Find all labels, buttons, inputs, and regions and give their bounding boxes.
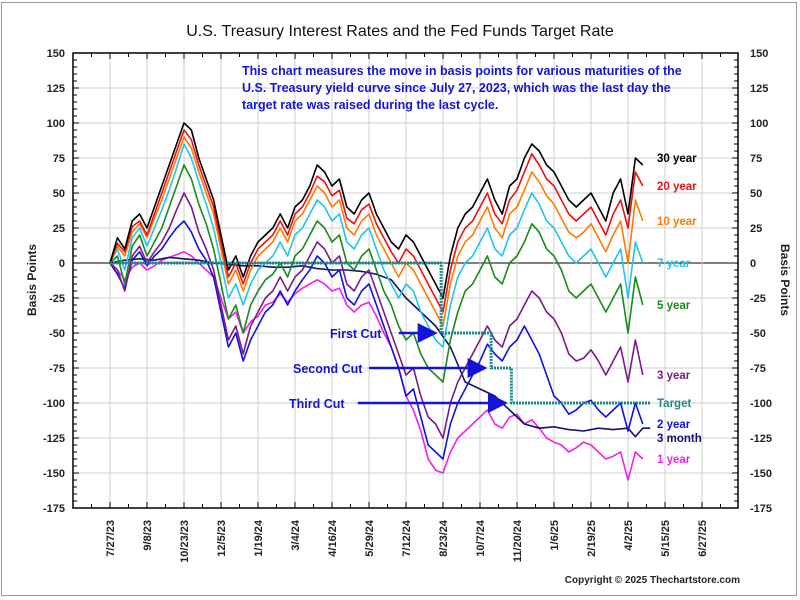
x-tick-label: 12/5/23 [216,520,228,557]
x-tick-label: 1/19/24 [253,519,265,557]
y-tick-label-right: 25 [750,223,762,235]
y-tick-label-right: 100 [750,118,768,130]
y-tick-label-right: 150 [750,48,768,60]
series-label-20-year: 20 year [657,181,697,193]
plot-border [72,52,739,509]
y-tick-label-right: -175 [750,503,772,515]
y-tick-label-left: -125 [43,433,65,445]
y-tick-label-left: -175 [43,503,65,515]
series-line-20-year [109,129,644,313]
y-tick-label-left: -75 [49,363,65,375]
x-tick-label: 1/6/25 [549,520,561,551]
cut-label: First Cut [330,327,382,341]
y-tick-label-left: 0 [59,258,65,270]
x-tick-label: 11/20/24 [512,519,524,562]
series-line-2-year [109,220,644,460]
y-axis-right: 150 125 100 75 50 25 0 -25 -50 -75 -100 -125 -150 -17… [732,48,772,515]
y-tick-label-left: 25 [53,223,65,235]
annotation-line: This chart measures the move in basis po… [242,64,682,78]
y-axis-title-left: Basis Points [25,244,39,316]
y-tick-label-right: -100 [750,398,772,410]
y-tick-label-left: 150 [47,48,65,60]
y-tick-label-right: 50 [750,188,762,200]
x-tick-label: 2/19/25 [586,520,598,557]
x-tick-label: 3/4/24 [290,519,302,550]
y-axis-left: 150 125 100 75 50 25 0 -25 -50 -75 -100 -125 -150 -17… [43,48,79,515]
grid [73,53,738,508]
y-tick-label-left: 100 [47,118,65,130]
y-tick-label-left: -25 [49,293,65,305]
cut-label: Third Cut [289,397,345,411]
y-tick-label-right: -75 [750,363,766,375]
series-label-1-year: 1 year [657,454,691,466]
series-line-30-year [109,122,644,299]
series-line-1-year [109,251,644,481]
y-tick-label-right: 125 [750,83,768,95]
series-label-10-year: 10 year [657,216,697,228]
x-tick-label: 7/12/24 [401,519,413,557]
y-tick-label-left: 50 [53,188,65,200]
series-label-30-year: 30 year [657,153,697,165]
series-line-target [110,261,651,405]
y-tick-label-right: -125 [750,433,772,445]
y-tick-label-left: -150 [43,468,65,480]
series-line-5-year [109,164,644,383]
series-label-2-year: 2 year [657,419,691,431]
y-tick-label-left: -50 [49,328,65,340]
y-tick-label-right: -25 [750,293,766,305]
x-tick-label: 8/23/24 [438,519,450,557]
x-tick-label: 5/29/24 [364,519,376,557]
series-line-7-year [109,143,644,348]
series-line-3-month [109,256,651,438]
series-label-target: Target [657,398,691,410]
x-tick-label: 10/7/24 [475,519,487,557]
copyright: Copyright © 2025 Thechartstore.com [565,575,740,586]
x-tick-label: 4/2/25 [623,520,635,551]
series-label-3-month: 3 month [657,433,702,445]
y-tick-label-right: -150 [750,468,772,480]
annotation-note: This chart measures the move in basis po… [242,64,682,112]
annotation-line: U.S. Treasury yield curve since July 27,… [242,81,671,95]
cut-label: Second Cut [293,362,363,376]
y-tick-label-right: -50 [750,328,766,340]
annotation-line: target rate was raised during the last c… [242,98,498,112]
x-tick-label: 6/27/25 [697,520,709,557]
y-tick-label-right: 75 [750,153,762,165]
y-tick-label-left: 125 [47,83,65,95]
series-line-3-year [109,192,644,439]
x-tick-label: 4/16/24 [327,519,339,557]
y-tick-label-left: -100 [43,398,65,410]
x-tick-label: 10/23/23 [179,520,191,563]
series-label-5-year: 5 year [657,300,691,312]
cut-annotations: First Cut Second Cut Third Cut [289,323,508,413]
y-tick-label-right: 0 [750,258,756,270]
series-line-10-year [109,136,644,327]
y-axis-title-right: Basis Points [778,244,792,316]
x-tick-label: 7/27/23 [105,520,117,557]
series-label-3-year: 3 year [657,370,691,382]
x-tick-label: 9/8/23 [142,520,154,551]
chart-title: U.S. Treasury Interest Rates and the Fed… [186,23,614,40]
y-tick-label-left: 75 [53,153,65,165]
series-label-7-year: 7 year [657,258,691,270]
x-tick-label: 5/15/25 [660,520,672,557]
series-end-labels: 30 year 20 year 10 year 7 year 5 year 3 year 2… [657,153,702,466]
series-lines [109,122,651,481]
